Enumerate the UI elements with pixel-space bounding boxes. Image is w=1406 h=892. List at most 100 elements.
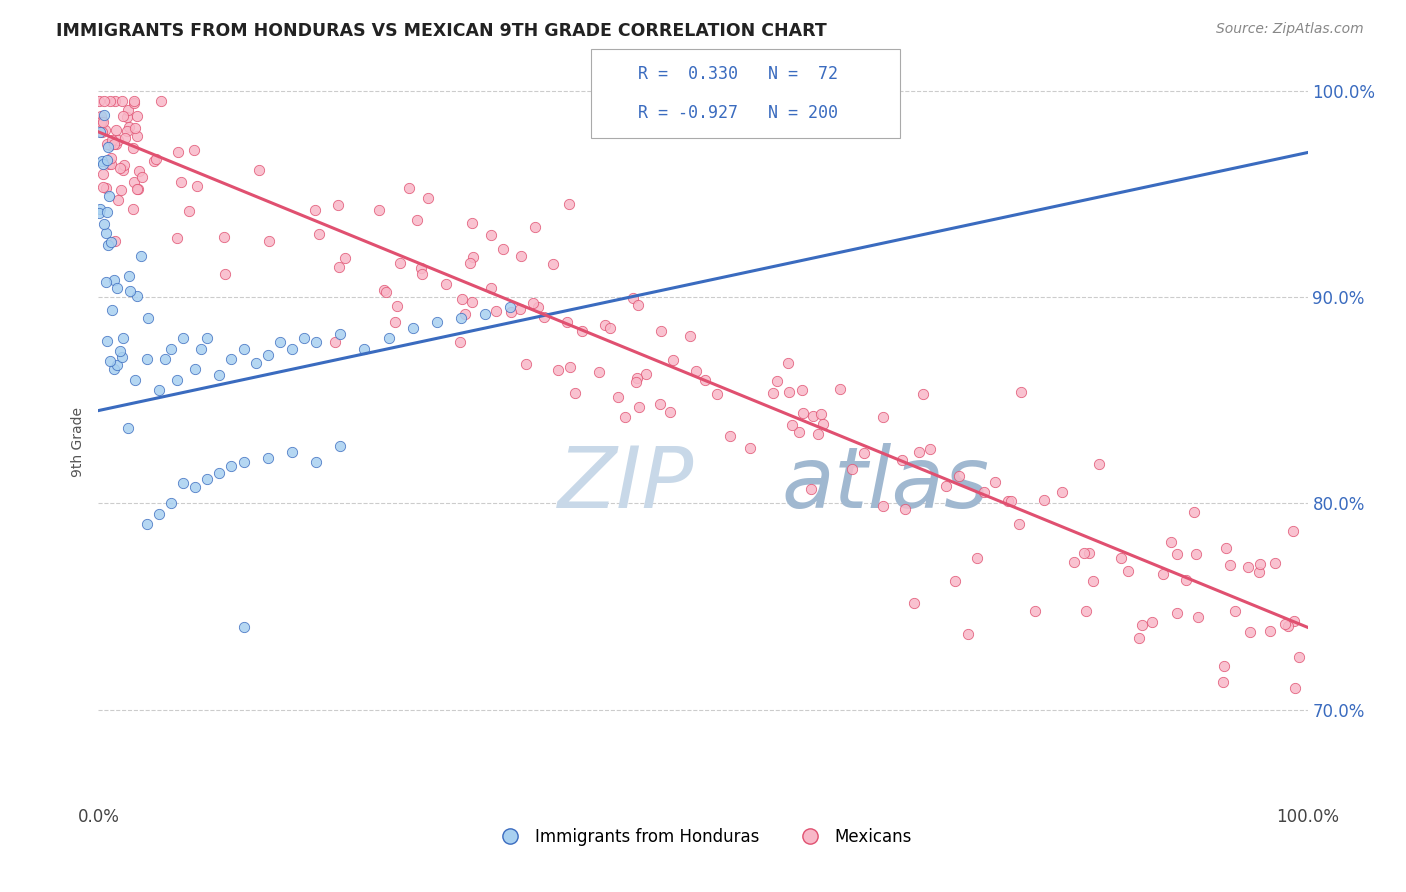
Point bbox=[93, 167, 115, 181]
Point bbox=[599, 321, 621, 335]
Point bbox=[789, 425, 811, 439]
Point bbox=[1274, 617, 1296, 632]
Point bbox=[1282, 615, 1305, 629]
Point bbox=[186, 179, 208, 194]
Point bbox=[90, 109, 112, 123]
Point bbox=[627, 297, 650, 311]
Point bbox=[1011, 384, 1033, 399]
Point bbox=[115, 110, 138, 124]
Point bbox=[903, 596, 925, 610]
Point bbox=[96, 334, 118, 348]
Point bbox=[1258, 624, 1281, 638]
Y-axis label: 9th Grade: 9th Grade bbox=[72, 407, 86, 476]
Point bbox=[96, 180, 118, 194]
Point bbox=[143, 154, 166, 169]
Point bbox=[1077, 546, 1099, 560]
Point bbox=[91, 125, 114, 139]
Point bbox=[522, 296, 544, 310]
Point bbox=[515, 357, 537, 371]
Point bbox=[872, 499, 894, 513]
Point bbox=[104, 94, 127, 108]
Point bbox=[135, 517, 157, 532]
Point bbox=[780, 417, 803, 432]
Point bbox=[93, 108, 115, 122]
Point bbox=[411, 261, 433, 276]
Point bbox=[148, 383, 170, 397]
Point bbox=[778, 385, 800, 400]
Point bbox=[449, 334, 471, 349]
Point bbox=[943, 574, 966, 589]
Point bbox=[1264, 556, 1286, 570]
Point bbox=[281, 445, 304, 459]
Point bbox=[103, 362, 125, 376]
Point bbox=[94, 226, 117, 240]
Point bbox=[1074, 603, 1097, 617]
Point bbox=[434, 277, 457, 292]
Point bbox=[195, 472, 218, 486]
Point bbox=[105, 280, 128, 294]
Point bbox=[398, 181, 420, 195]
Point bbox=[1249, 565, 1271, 579]
Point bbox=[127, 109, 149, 123]
Point bbox=[628, 400, 651, 414]
Point bbox=[103, 136, 125, 151]
Point bbox=[1130, 617, 1153, 632]
Point bbox=[101, 133, 124, 147]
Point bbox=[1073, 546, 1095, 560]
Point bbox=[93, 180, 115, 194]
Point bbox=[984, 475, 1007, 489]
Point bbox=[458, 256, 481, 270]
Point bbox=[593, 318, 616, 332]
Point bbox=[740, 441, 762, 455]
Point bbox=[97, 157, 120, 171]
Point bbox=[894, 502, 917, 516]
Point bbox=[111, 162, 134, 177]
Text: IMMIGRANTS FROM HONDURAS VS MEXICAN 9TH GRADE CORRELATION CHART: IMMIGRANTS FROM HONDURAS VS MEXICAN 9TH … bbox=[56, 22, 827, 40]
Point bbox=[124, 175, 146, 189]
Point bbox=[172, 331, 194, 345]
Point bbox=[89, 125, 111, 139]
Point bbox=[170, 175, 193, 189]
Point bbox=[108, 344, 131, 359]
Point bbox=[122, 141, 145, 155]
Text: R = -0.927   N = 200: R = -0.927 N = 200 bbox=[638, 104, 838, 122]
Point bbox=[323, 335, 346, 350]
Point bbox=[87, 94, 110, 108]
Point bbox=[101, 303, 124, 318]
Point bbox=[1152, 566, 1174, 581]
Point bbox=[1215, 541, 1237, 556]
Point bbox=[232, 620, 254, 634]
Point bbox=[1212, 659, 1234, 673]
Point bbox=[245, 356, 267, 370]
Point bbox=[100, 157, 122, 171]
Point bbox=[479, 280, 502, 294]
Point bbox=[96, 153, 118, 168]
Point bbox=[920, 442, 942, 456]
Point bbox=[93, 94, 115, 108]
Point bbox=[104, 137, 127, 152]
Point bbox=[388, 256, 411, 270]
Point bbox=[87, 205, 110, 219]
Point bbox=[807, 426, 830, 441]
Point bbox=[214, 267, 236, 281]
Point bbox=[214, 230, 236, 244]
Point bbox=[997, 494, 1019, 508]
Point bbox=[105, 358, 128, 372]
Point bbox=[111, 109, 134, 123]
Point bbox=[801, 409, 824, 424]
Point bbox=[353, 342, 375, 356]
Point bbox=[118, 120, 141, 134]
Point bbox=[91, 157, 114, 171]
Point bbox=[148, 507, 170, 521]
Point bbox=[547, 363, 569, 377]
Point bbox=[305, 455, 328, 469]
Point bbox=[122, 94, 145, 108]
Point bbox=[499, 304, 522, 318]
Point bbox=[93, 122, 115, 136]
Point bbox=[100, 151, 122, 165]
Point bbox=[1140, 615, 1163, 629]
Point bbox=[221, 459, 243, 474]
Point bbox=[111, 331, 134, 345]
Point bbox=[1249, 557, 1271, 571]
Point bbox=[491, 242, 513, 256]
